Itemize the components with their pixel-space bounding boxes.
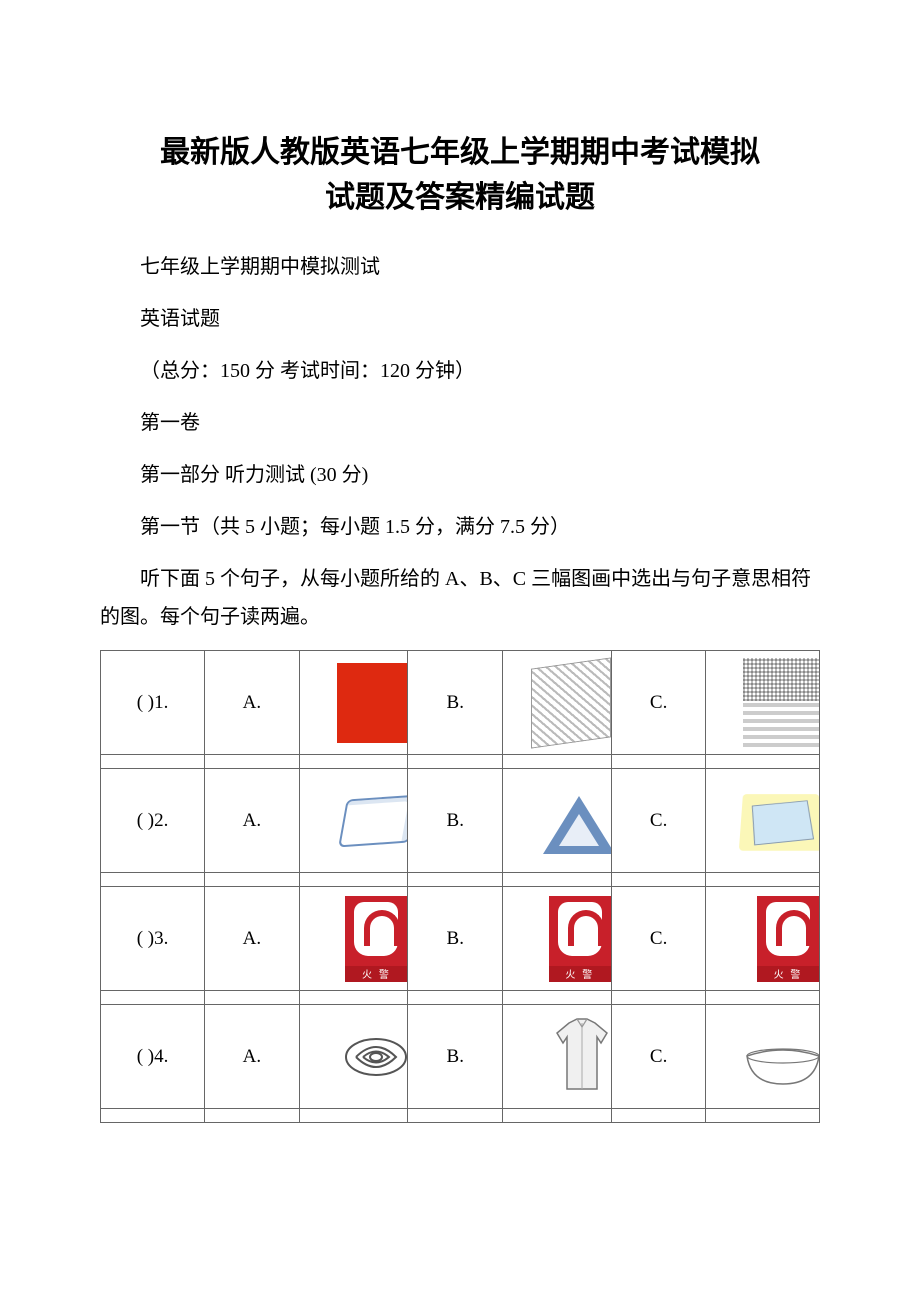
option-image-a [299, 769, 408, 873]
option-image-b [503, 1005, 612, 1109]
fire-alarm-label: 火 警 [549, 966, 611, 982]
fire-phone-icon: 火 警 [345, 896, 407, 982]
fire-alarm-label: 火 警 [757, 966, 819, 982]
option-label-c: C. [611, 769, 706, 873]
us-flag-icon [743, 658, 819, 748]
table-spacer-row [101, 873, 820, 887]
fire-phone-icon: 火 警 [549, 896, 611, 982]
listening-options-table: ( )1. A. www.bdocx.com B. C. ( )2. A. [100, 650, 820, 1123]
part-1-listening: 第一部分 听力测试 (30 分) [100, 456, 820, 494]
option-label-b: B. [408, 887, 503, 991]
option-label-a: A. [205, 769, 300, 873]
option-label-b: B. [408, 1005, 503, 1109]
table-row: ( )2. A. B. C. [101, 769, 820, 873]
option-label-c: C. [611, 651, 706, 755]
option-image-b: 火 警 [503, 887, 612, 991]
section-1-header: 第一节（共 5 小题；每小题 1.5 分，满分 7.5 分） [100, 508, 820, 546]
option-label-a: A. [205, 1005, 300, 1109]
option-image-b [503, 769, 612, 873]
option-label-c: C. [611, 1005, 706, 1109]
question-number: ( )4. [101, 1005, 205, 1109]
china-flag-icon [337, 663, 407, 743]
question-number: ( )3. [101, 887, 205, 991]
table-row: ( )4. A. B. C. [101, 1005, 820, 1109]
title-line-2: 试题及答案精编试题 [325, 181, 595, 214]
option-label-c: C. [611, 887, 706, 991]
option-image-a: 火 警 [299, 887, 408, 991]
option-image-a: www.bdocx.com [299, 651, 408, 755]
table-spacer-row [101, 1109, 820, 1123]
option-image-c [706, 1005, 820, 1109]
volume-1: 第一卷 [100, 404, 820, 442]
option-label-a: A. [205, 651, 300, 755]
option-image-a [299, 1005, 408, 1109]
hatched-flag-icon [531, 657, 611, 748]
table-spacer-row [101, 991, 820, 1005]
notebook-icon [739, 794, 820, 851]
option-image-c [706, 651, 820, 755]
question-number: ( )1. [101, 651, 205, 755]
fire-alarm-label: 火 警 [345, 966, 407, 982]
table-spacer-row [101, 755, 820, 769]
ruler-triangle-icon [543, 796, 612, 854]
question-number: ( )2. [101, 769, 205, 873]
option-image-b [503, 651, 612, 755]
option-label-a: A. [205, 887, 300, 991]
cup-swirl-icon [341, 1022, 408, 1092]
section-1-instructions: 听下面 5 个句子，从每小题所给的 A、B、C 三幅图画中选出与句子意思相符的图… [100, 560, 820, 636]
fire-phone-icon: 火 警 [757, 896, 819, 982]
option-image-c: 火 警 [706, 887, 820, 991]
option-image-c [706, 769, 820, 873]
jacket-icon [549, 1017, 612, 1097]
table-row: ( )3. A. 火 警 B. 火 警 C. [101, 887, 820, 991]
document-title: 最新版人教版英语七年级上学期期中考试模拟 试题及答案精编试题 [100, 130, 820, 220]
subtitle-test-name: 七年级上学期期中模拟测试 [100, 248, 820, 286]
title-line-1: 最新版人教版英语七年级上学期期中考试模拟 [160, 136, 760, 169]
option-label-b: B. [408, 769, 503, 873]
table-row: ( )1. A. www.bdocx.com B. C. [101, 651, 820, 755]
score-time-info: （总分：150 分 考试时间：120 分钟） [100, 352, 820, 390]
eraser-icon [339, 794, 408, 847]
option-label-b: B. [408, 651, 503, 755]
subject-label: 英语试题 [100, 300, 820, 338]
bowl-icon [743, 1046, 820, 1096]
